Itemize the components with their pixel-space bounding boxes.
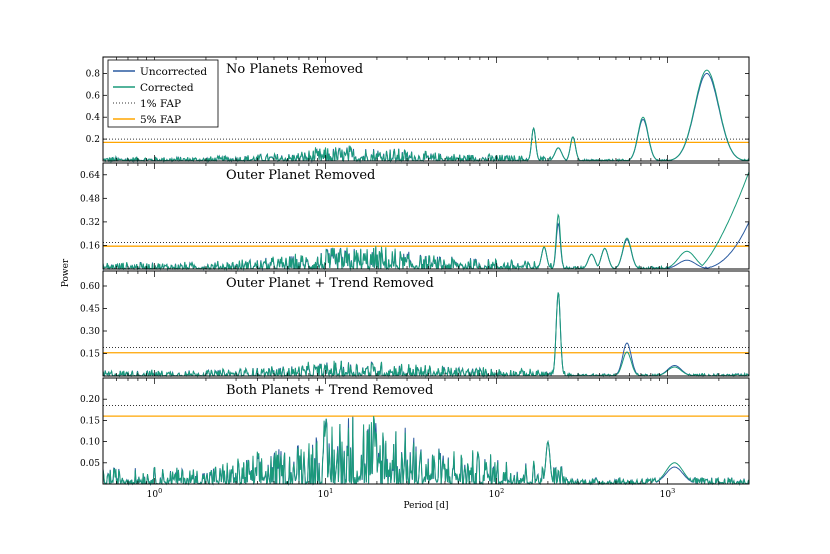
panel-title: Outer Planet + Trend Removed [226,276,434,291]
y-tick-label: 0.05 [80,459,100,469]
x-tick-label: 101 [318,487,334,500]
y-tick-label: 0.6 [86,91,101,101]
panel-3: 0.15 0.30 0.45 0.60 Outer Planet + Trend Rem… [80,270,750,378]
x-axis: 100 101 102 103 [147,487,676,500]
panel-title: Both Planets + Trend Removed [226,383,433,398]
x-tick-label: 103 [660,487,676,500]
y-tick-label: 0.45 [80,305,100,315]
panels-group: 0.20.40.60.8 No Planets Removed0.160.320.… [80,56,750,486]
y-tick-label: 0.10 [80,438,100,448]
panel-title: Outer Planet Removed [226,168,375,183]
legend-label: Uncorrected [140,66,207,78]
y-tick-label: 0.32 [80,218,100,228]
corrected-series-line [102,292,750,378]
y-tick-label: 0.30 [80,327,100,337]
y-tick-label: 0.15 [80,416,100,426]
y-tick-label: 0.4 [86,113,101,123]
corrected-series-line [102,69,750,163]
panel-frame [102,270,750,377]
y-tick-label: 0.48 [80,194,100,204]
panel-frame [102,377,750,485]
y-tick-label: 0.15 [80,350,100,360]
y-tick-label: 0.60 [80,282,100,292]
corrected-series-line [102,171,750,271]
panel-4: 0.05 0.10 0.15 0.20 Both Planets + Trend Rem… [80,377,750,486]
y-tick-label: 0.2 [86,135,100,145]
y-tick-label: 0.16 [80,241,100,251]
uncorrected-series-line [102,292,750,378]
x-axis-label: Period [d] [404,501,449,511]
legend-label: 1% FAP [140,98,181,110]
y-axis-label: Power [61,258,71,287]
panel-title: No Planets Removed [226,62,363,77]
corrected-series-line [102,416,750,486]
legend-label: 5% FAP [140,114,181,126]
panel-1: 0.2 0.4 0.6 0.8 No Planets Removed [86,56,750,163]
panel-frame [102,162,750,270]
y-tick-label: 0.64 [80,171,100,181]
panel-2: 0.16 0.32 0.48 0.64 Outer Planet Removed [80,162,750,271]
x-tick-label: 100 [147,487,163,500]
y-tick-label: 0.20 [80,395,100,405]
x-tick-label: 102 [489,487,505,500]
y-tick-label: 0.8 [86,69,101,79]
legend-label: Corrected [140,82,194,94]
panel-frame [102,56,750,162]
legend: Uncorrected Corrected 1% FAP 5% FAP [107,59,219,128]
